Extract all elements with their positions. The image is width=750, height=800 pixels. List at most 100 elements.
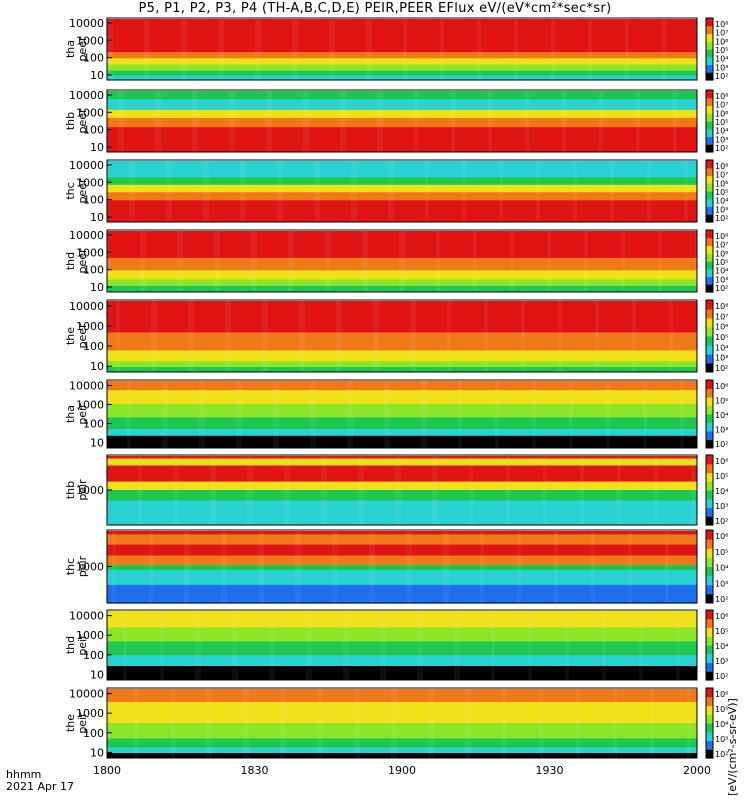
- colorbar-segment: [706, 363, 713, 373]
- spectrogram-texture: [212, 455, 214, 525]
- spectrogram-texture: [159, 90, 161, 152]
- spectrogram-texture: [221, 530, 223, 603]
- spectrogram-texture: [539, 688, 541, 758]
- colorbar-segment: [706, 507, 713, 517]
- spectrogram-texture: [323, 455, 325, 525]
- spectrogram-texture: [691, 455, 693, 525]
- spectrogram-texture: [247, 688, 249, 758]
- spectrogram-band: [107, 666, 697, 681]
- y-axis-label: thb: [64, 112, 77, 130]
- spectrogram-texture: [340, 90, 342, 152]
- spectrogram-texture: [136, 688, 138, 758]
- spectrogram-texture: [425, 160, 427, 222]
- spectrogram-texture: [423, 380, 425, 448]
- colorbar-segment: [706, 191, 713, 200]
- y-tick-label: 1000: [76, 320, 104, 333]
- spectrogram-texture: [527, 90, 529, 152]
- spectrogram-texture: [262, 300, 264, 372]
- y-tick-label: 1000: [76, 484, 104, 497]
- spectrogram-band: [107, 257, 697, 271]
- colorbar-tick-label: 10⁶: [715, 532, 728, 541]
- panel-frame: [106, 299, 698, 373]
- spectrogram-texture: [613, 688, 615, 758]
- colorbar-tick-label: 10⁵: [715, 118, 728, 127]
- spectrogram-band: [107, 435, 697, 449]
- spectrogram-texture: [654, 455, 656, 525]
- spectrogram-texture: [687, 688, 689, 758]
- spectrogram-texture: [649, 160, 651, 222]
- spectrogram-texture: [597, 300, 599, 372]
- colorbar-tick-label: 10³: [715, 205, 728, 214]
- y-tick-label: 1000: [76, 629, 104, 642]
- spectrogram-texture: [286, 455, 288, 525]
- spectrogram-texture: [297, 530, 299, 603]
- spectrogram-texture: [564, 90, 566, 152]
- colorbar-segment: [706, 696, 713, 707]
- spectrogram-texture: [373, 300, 375, 372]
- spectrogram-band: [107, 702, 697, 724]
- colorbar-segment: [706, 230, 713, 239]
- colorbar-tick-label: 10⁶: [715, 249, 728, 258]
- colorbar-segment: [706, 516, 713, 526]
- colorbar-segment: [706, 90, 713, 99]
- spectrogram-band: [107, 230, 697, 259]
- colorbar-segment: [706, 723, 713, 733]
- spectrogram-texture: [671, 300, 673, 372]
- spectrogram-texture: [247, 455, 249, 525]
- spectrogram-texture: [612, 160, 614, 222]
- spectrogram-texture: [347, 380, 349, 448]
- spectrogram-texture: [391, 688, 393, 758]
- colorbar-tick-label: 10⁵: [715, 188, 728, 197]
- spectrogram-texture: [456, 610, 458, 680]
- spectrogram-texture: [664, 18, 666, 80]
- colorbar-segment: [706, 97, 713, 107]
- spectrogram-texture: [321, 455, 323, 525]
- spectrogram-texture: [227, 300, 229, 372]
- spectrogram-texture: [225, 300, 227, 372]
- spectrogram-texture: [558, 300, 560, 372]
- colorbar-frame: [705, 17, 714, 81]
- y-axis-label: the: [64, 714, 77, 732]
- colorbar-segment: [706, 41, 713, 50]
- colorbar-segment: [706, 548, 713, 558]
- spectrogram-texture: [377, 300, 379, 372]
- spectrogram-band: [107, 390, 697, 405]
- y-tick-label: 100: [83, 340, 104, 353]
- colorbar-tick-label: 10⁶: [715, 612, 728, 621]
- y-tick-label: 10000: [69, 688, 104, 701]
- panel-frame: [106, 379, 698, 449]
- spectrogram-texture: [469, 688, 471, 758]
- colorbar-tick-label: 10⁶: [715, 37, 728, 46]
- spectrogram-texture: [506, 455, 508, 525]
- colorbar-segment: [706, 245, 713, 254]
- spectrogram-texture: [545, 455, 547, 525]
- spectrogram-texture: [462, 160, 464, 222]
- colorbar-segment: [706, 300, 713, 310]
- spectrogram-texture: [660, 230, 662, 292]
- spectrogram-texture: [155, 300, 157, 372]
- spectrogram-texture: [325, 455, 327, 525]
- spectrogram-texture: [299, 300, 301, 372]
- spectrogram-band: [107, 361, 697, 368]
- spectrogram-texture: [277, 160, 279, 222]
- colorbar-segment: [706, 354, 713, 364]
- colorbar-segment: [706, 405, 713, 415]
- spectrogram-texture: [625, 18, 627, 80]
- colorbar-tick-label: 10⁵: [715, 548, 728, 557]
- spectrogram-texture: [366, 230, 368, 292]
- spectrogram-texture: [504, 688, 506, 758]
- spectrogram-texture: [547, 230, 549, 292]
- spectrogram-texture: [630, 530, 632, 603]
- spectrogram-band: [107, 109, 697, 119]
- spectrogram-texture: [471, 455, 473, 525]
- spectrogram-texture: [203, 160, 205, 222]
- spectrogram-texture: [384, 380, 386, 448]
- spectrogram-texture: [604, 610, 606, 680]
- spectrogram-band: [107, 584, 697, 604]
- spectrogram-band: [107, 70, 697, 77]
- spectrogram-texture: [201, 380, 203, 448]
- colorbar-segment: [706, 575, 713, 586]
- colorbar-tick-label: 10³: [715, 502, 728, 511]
- y-tick-label: 10: [90, 668, 104, 681]
- spectrogram-band: [107, 534, 697, 546]
